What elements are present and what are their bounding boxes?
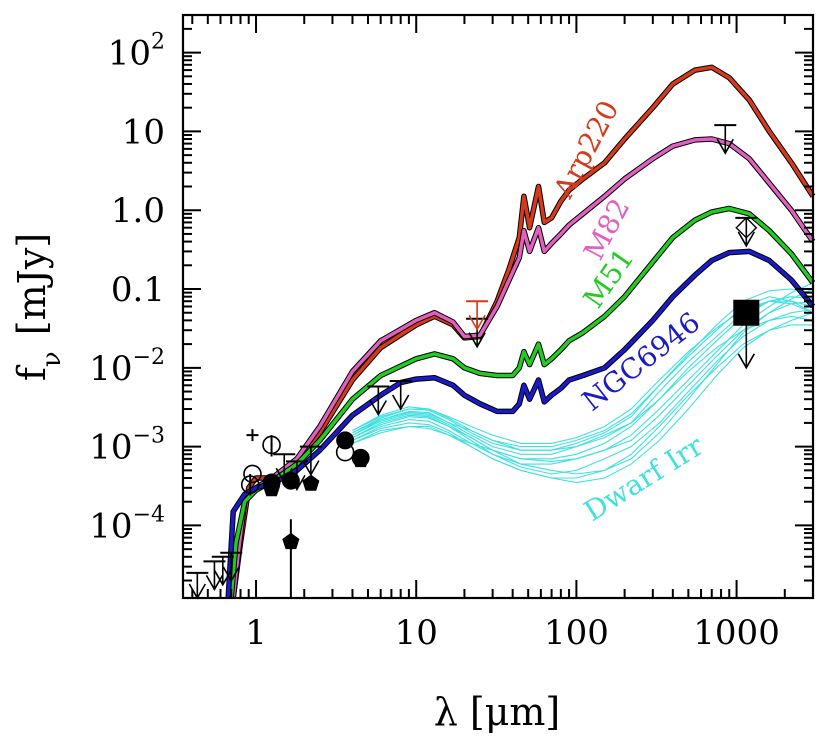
series-line-ngc6946 [226,249,815,599]
upper-limit-arrow [468,314,486,331]
x-tick-label: 1000 [693,613,780,653]
sed-series [225,64,816,599]
upper-limit-arrow [275,467,293,484]
axes: 1 10 100 1000 10−4 10−3 10−2 0.1 1.0 10 102 [89,13,815,653]
y-tick-label: 0.1 [111,270,165,310]
detection-point-pentagon [302,474,320,491]
detection-point-open [335,442,355,462]
dwarf-irr-curve [352,324,813,479]
photometry-points [186,124,760,600]
detection-point-pentagon [282,532,300,550]
detection-point-open [262,435,281,455]
y-tick-label: 10−2 [89,345,165,389]
series-outline [225,248,816,599]
dwarf-irr-curve [352,288,814,475]
x-tick-label: 10 [395,613,438,653]
upper-limit-arrow [302,460,320,477]
upper-limit-arrow [222,566,240,583]
detection-point-open [240,475,260,494]
x-tick-label: 100 [544,613,609,653]
upper-limit-arrow [288,474,306,491]
upper-limit-arrow [737,353,755,370]
dwarf-irr-curve [352,308,814,475]
upper-limit-arrow [391,394,410,411]
y-tick-label: 102 [108,30,165,74]
detection-point-pentagon [263,480,281,497]
y-axis-label: fν [mJy] [10,233,67,381]
y-tick-label: 10 [122,112,165,152]
upper-limit-arrow [716,138,734,155]
y-tick-label: 10−4 [89,502,165,546]
x-axis-label: λ [μm] [434,690,561,734]
detection-point-open [243,464,262,484]
upper-limit-arrow [468,332,486,349]
series-line-arp220 [231,65,815,599]
series-line-m82 [231,137,815,599]
upper-limit-arrow [737,231,755,248]
dwarf-irr-curve [352,315,814,460]
detection-point-pentagon [352,450,370,468]
x-tick-label: 1 [245,613,267,653]
dwarf-irr-curve [352,312,814,484]
y-tick-label: 10−3 [89,424,165,468]
sed-label-dwarf-irr: Dwarf Irr [578,429,709,528]
series-line-m51 [229,206,815,599]
y-tick-label: 1.0 [111,191,165,231]
upper-limit-arrow [369,400,388,417]
